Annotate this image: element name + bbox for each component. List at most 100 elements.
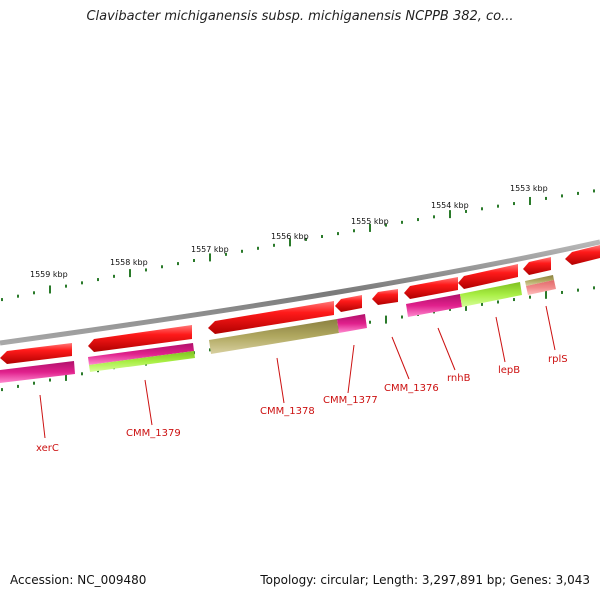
minor-tick: [17, 384, 19, 388]
minor-tick: [81, 372, 83, 376]
leader-rpls: [545, 305, 556, 351]
leader-cmm-1376: [391, 336, 410, 380]
gene-xerc[interactable]: [0, 361, 75, 383]
minor-tick: [369, 320, 371, 324]
label-xerc: xerC: [36, 443, 59, 454]
gene-cmm-1378[interactable]: [209, 319, 339, 354]
minor-tick: [33, 381, 35, 385]
cds-cmm-1377[interactable]: [335, 295, 362, 312]
major-tick: [289, 238, 291, 247]
label-cmm-1379: CMM_1379: [126, 428, 181, 439]
minor-tick: [113, 274, 115, 278]
cds-rnhb[interactable]: [404, 277, 458, 299]
minor-tick: [577, 191, 579, 195]
cds-lepb[interactable]: [458, 264, 518, 289]
cds-track: [0, 245, 600, 364]
minor-tick: [465, 209, 467, 213]
label-rpls: rplS: [548, 354, 568, 365]
gene-rpls-top[interactable]: [525, 275, 554, 286]
accession-text: Accession: NC_009480: [10, 573, 147, 587]
label-cmm-1377: CMM_1377: [323, 395, 378, 406]
genome-backbone: [0, 239, 600, 346]
topology-text: Topology: circular; Length: 3,297,891 bp…: [260, 573, 590, 587]
outer-scale-ticks: [1, 189, 595, 302]
minor-tick: [1, 388, 3, 392]
minor-tick: [433, 215, 435, 219]
label-cmm-1378: CMM_1378: [260, 406, 315, 417]
minor-tick: [273, 243, 275, 247]
label-rnhb: rnhB: [447, 373, 471, 384]
minor-tick: [545, 196, 547, 200]
gene-cmm-1379-bottom[interactable]: [89, 351, 195, 372]
label-cmm-1376: CMM_1376: [384, 383, 439, 394]
minor-tick: [97, 278, 99, 282]
minor-tick: [81, 281, 83, 285]
leader-rnhb: [437, 327, 456, 371]
major-tick: [385, 315, 387, 324]
minor-tick: [561, 290, 563, 294]
minor-tick: [145, 268, 147, 272]
minor-tick: [209, 348, 211, 352]
major-tick: [49, 285, 51, 294]
minor-tick: [529, 295, 531, 299]
cds-xerc[interactable]: [0, 343, 72, 364]
cds-cmm-1376[interactable]: [372, 289, 398, 305]
leader-xerc: [39, 394, 46, 439]
minor-tick: [513, 298, 515, 302]
major-tick: [129, 269, 131, 278]
gene-cmm-1377[interactable]: [337, 314, 367, 333]
minor-tick: [497, 204, 499, 208]
minor-tick: [593, 189, 595, 193]
minor-tick: [337, 232, 339, 236]
leader-cmm-1377: [347, 344, 355, 394]
minor-tick: [305, 237, 307, 241]
scale-label-1559: 1559 kbp: [30, 270, 68, 279]
minor-tick: [161, 265, 163, 269]
minor-tick: [241, 249, 243, 253]
minor-tick: [353, 229, 355, 233]
gene-labels: xerC CMM_1379 CMM_1378 CMM_1377 CMM_1376…: [36, 354, 568, 454]
minor-tick: [417, 218, 419, 222]
minor-tick: [177, 262, 179, 266]
minor-tick: [561, 194, 563, 198]
gene-rpls-bottom[interactable]: [526, 280, 556, 295]
map-title: Clavibacter michiganensis subsp. michiga…: [86, 9, 514, 24]
scale-label-1555: 1555 kbp: [351, 217, 389, 226]
major-tick: [209, 253, 211, 262]
major-tick: [545, 290, 547, 299]
scale-label-1556: 1556 kbp: [271, 232, 309, 241]
gene-rnhb[interactable]: [406, 294, 462, 317]
minor-tick: [257, 246, 259, 250]
cds-rpls[interactable]: [523, 257, 551, 275]
major-tick: [465, 302, 467, 311]
minor-tick: [401, 315, 403, 319]
minor-tick: [401, 220, 403, 224]
major-tick: [369, 223, 371, 232]
gene-lepb[interactable]: [460, 282, 522, 307]
label-leaders: [39, 305, 556, 439]
minor-tick: [513, 202, 515, 206]
minor-tick: [65, 284, 67, 288]
minor-tick: [481, 302, 483, 306]
cds-cmm-1379[interactable]: [88, 325, 192, 352]
gene-track: [0, 275, 556, 383]
minor-tick: [193, 258, 195, 262]
minor-tick: [497, 300, 499, 304]
minor-tick: [593, 286, 595, 290]
leader-lepb: [495, 316, 506, 363]
cds-partial-right[interactable]: [565, 245, 600, 265]
leader-cmm-1379: [144, 379, 153, 426]
minor-tick: [33, 291, 35, 295]
gene-cmm-1379-top[interactable]: [88, 343, 194, 365]
scale-labels: 1559 kbp 1558 kbp 1557 kbp 1556 kbp 1555…: [30, 184, 548, 279]
major-tick: [65, 372, 67, 381]
minor-tick: [385, 223, 387, 227]
scale-label-1553: 1553 kbp: [510, 184, 548, 193]
scale-label-1558: 1558 kbp: [110, 258, 148, 267]
minor-tick: [449, 307, 451, 311]
cds-cmm-1378[interactable]: [208, 301, 334, 334]
label-lepb: lepB: [498, 365, 520, 376]
minor-tick: [481, 207, 483, 211]
minor-tick: [225, 252, 227, 256]
